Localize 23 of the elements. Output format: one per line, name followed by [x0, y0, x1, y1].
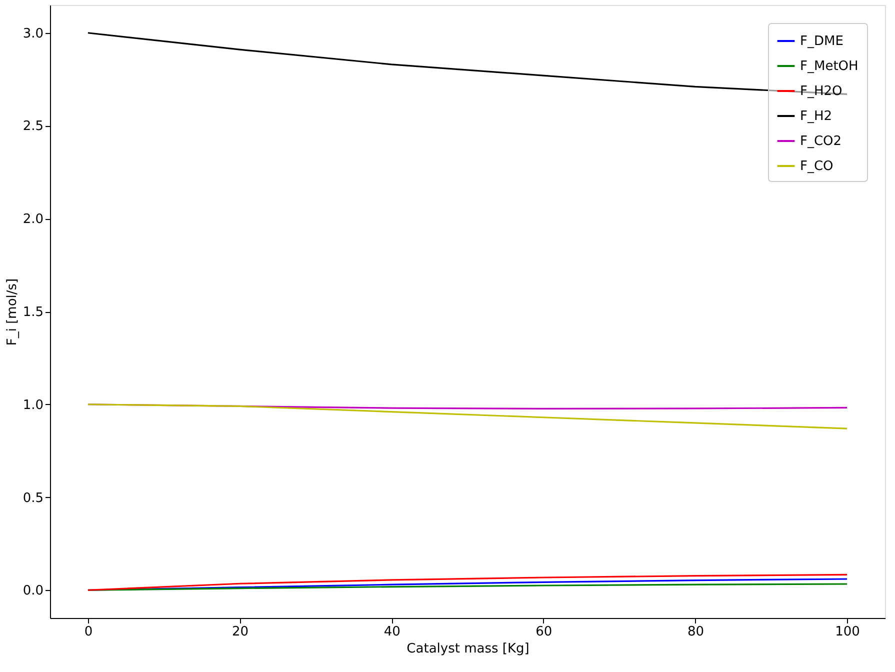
x-tick-label: 100: [835, 624, 860, 640]
y-tick-label: 1.5: [22, 305, 44, 320]
y-tick-label: 0.5: [22, 490, 44, 506]
y-tick-label: 2.5: [22, 119, 44, 134]
legend-label: F_CO2: [800, 134, 842, 149]
y-tick-label: 0.0: [22, 584, 44, 599]
x-tick-label: 20: [232, 624, 249, 640]
x-tick-label: 0: [84, 624, 93, 640]
x-tick-label: 40: [384, 624, 400, 640]
line-series: [87, 404, 848, 430]
y-tick-label: 2.0: [22, 212, 44, 228]
x-axis-title: Catalyst mass [Kg]: [406, 642, 530, 656]
line-series: [87, 574, 848, 591]
x-tick-label: 60: [536, 624, 552, 640]
legend-label: F_H2O: [800, 84, 842, 99]
legend-label: F_CO: [800, 159, 834, 174]
legend-label: F_MetOH: [800, 59, 858, 74]
y-tick-label: 3.0: [22, 26, 44, 42]
legend-label: F_DME: [800, 34, 844, 49]
y-tick-label: 1.0: [22, 398, 44, 413]
y-axis-title: F_i [mol/s]: [4, 278, 20, 346]
legend-label: F_H2: [800, 109, 832, 124]
x-tick-label: 80: [687, 624, 704, 640]
